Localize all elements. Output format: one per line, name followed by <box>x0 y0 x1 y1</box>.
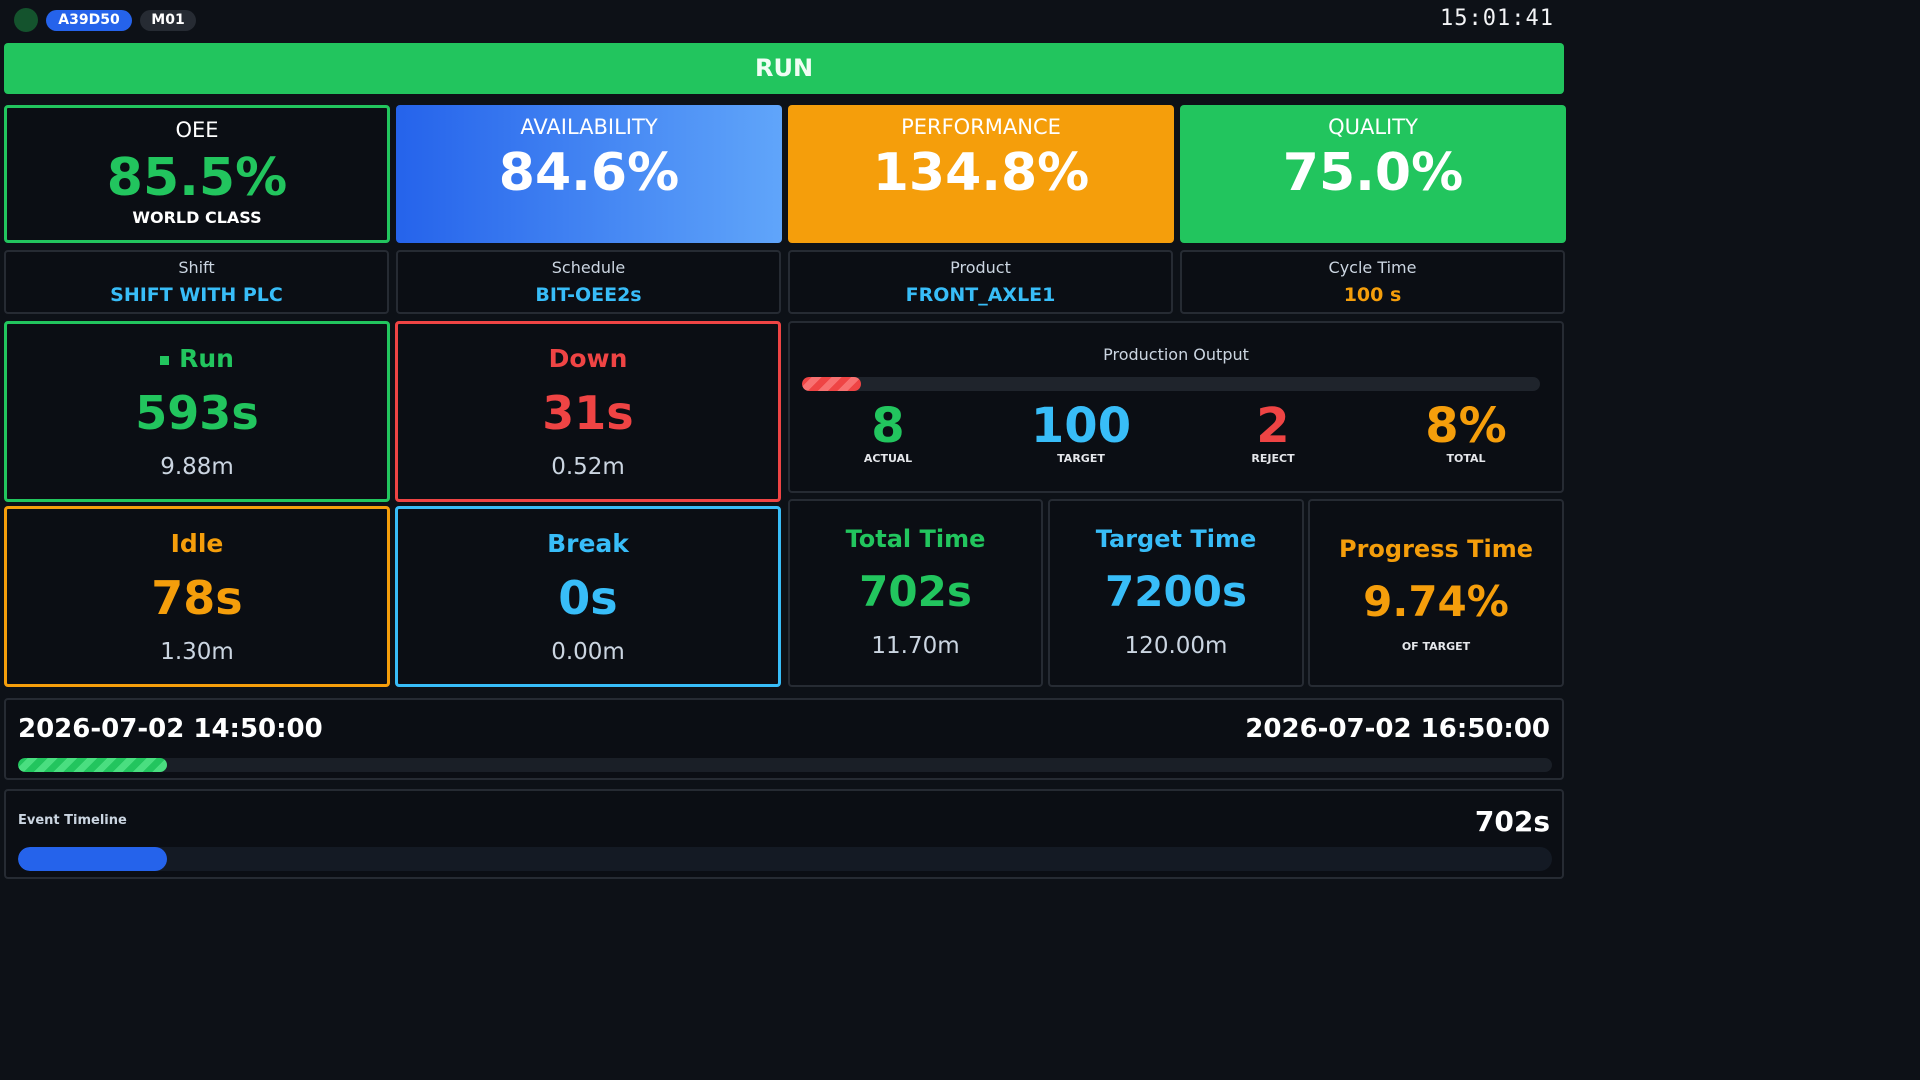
break-state-minutes: 0.00m <box>551 639 625 665</box>
shift-range-panel: 2026-07-02 14:50:00 2026-07-02 16:50:00 <box>4 698 1564 780</box>
performance-tile: PERFORMANCE 134.8% <box>788 105 1174 243</box>
total-time-seconds: 702s <box>859 567 972 616</box>
reject-stat: 2 REJECT <box>1177 398 1369 465</box>
run-state-title: Run <box>7 344 387 373</box>
shift-label: Shift <box>178 258 215 277</box>
target-time-tile: Target Time 7200s 120.00m <box>1048 499 1304 687</box>
total-time-minutes: 11.70m <box>871 633 960 659</box>
actual-caption: ACTUAL <box>863 452 913 465</box>
down-state-label: Down <box>548 344 628 373</box>
break-state-label: Break <box>547 529 629 558</box>
cycle-time-value: 100 s <box>1343 284 1402 306</box>
top-bar: A39D50 M01 15:01:41 <box>0 0 1568 40</box>
quality-tile: QUALITY 75.0% <box>1180 105 1566 243</box>
shift-value: SHIFT WITH PLC <box>110 284 283 306</box>
progress-time-caption: OF TARGET <box>1401 640 1471 653</box>
idle-state-minutes: 1.30m <box>160 639 234 665</box>
cycle-time-label: Cycle Time <box>1328 258 1417 277</box>
machine-status-banner: RUN <box>4 43 1564 94</box>
oee-tile: OEE 85.5% WORLD CLASS <box>4 105 390 243</box>
oee-rating: WORLD CLASS <box>132 208 262 227</box>
cycle-time-info: Cycle Time 100 s <box>1180 250 1565 314</box>
down-state-minutes: 0.52m <box>551 454 625 480</box>
machine-id-badge[interactable]: A39D50 <box>46 10 132 31</box>
product-value: FRONT_AXLE1 <box>905 284 1056 306</box>
quality-value: 75.0% <box>1282 143 1464 203</box>
break-state-seconds: 0s <box>558 571 618 625</box>
down-state-tile: Down 31s 0.52m <box>395 321 781 502</box>
schedule-value: BIT-OEE2s <box>535 284 642 306</box>
production-progress-bar <box>802 377 1540 391</box>
production-output-title: Production Output <box>1103 345 1249 364</box>
target-value: 100 <box>1030 398 1132 454</box>
actual-stat: 8 ACTUAL <box>792 398 984 465</box>
event-timeline-panel: Event Timeline 702s <box>4 789 1564 879</box>
clock: 15:01:41 <box>1440 6 1554 31</box>
running-indicator-icon <box>160 356 170 365</box>
reject-value: 2 <box>1256 398 1290 454</box>
total-stat: 8% TOTAL <box>1370 398 1562 465</box>
run-state-label: Run <box>179 344 234 373</box>
target-time-seconds: 7200s <box>1105 567 1247 616</box>
production-output-panel: Production Output 8 ACTUAL 100 TARGET 2 … <box>788 321 1564 493</box>
total-time-label: Total Time <box>845 525 986 553</box>
idle-state-label: Idle <box>170 529 224 558</box>
oee-label: OEE <box>175 118 219 142</box>
shift-end-time: 2026-07-02 16:50:00 <box>1245 714 1550 744</box>
down-state-seconds: 31s <box>542 386 634 440</box>
product-label: Product <box>950 258 1011 277</box>
availability-tile: AVAILABILITY 84.6% <box>396 105 782 243</box>
schedule-info: Schedule BIT-OEE2s <box>396 250 781 314</box>
target-stat: 100 TARGET <box>985 398 1177 465</box>
progress-time-label: Progress Time <box>1338 535 1533 563</box>
target-time-label: Target Time <box>1095 525 1257 553</box>
oee-value: 85.5% <box>106 148 288 208</box>
product-info: Product FRONT_AXLE1 <box>788 250 1173 314</box>
performance-label: PERFORMANCE <box>901 115 1061 139</box>
schedule-label: Schedule <box>551 258 626 277</box>
event-timeline-label: Event Timeline <box>18 813 127 828</box>
machine-code-badge[interactable]: M01 <box>140 10 196 31</box>
event-timeline-bar[interactable] <box>18 847 1552 871</box>
event-timeline-run-segment[interactable] <box>18 847 168 871</box>
shift-progress-fill <box>18 758 168 772</box>
total-value: 8% <box>1425 398 1507 454</box>
connection-status-icon <box>14 8 38 32</box>
shift-info: Shift SHIFT WITH PLC <box>4 250 389 314</box>
idle-state-seconds: 78s <box>151 571 243 625</box>
idle-state-tile: Idle 78s 1.30m <box>4 506 390 687</box>
run-state-tile: Run 593s 9.88m <box>4 321 390 502</box>
event-timeline-value: 702s <box>1474 805 1550 838</box>
shift-progress-bar <box>18 758 1552 772</box>
total-caption: TOTAL <box>1446 452 1486 465</box>
availability-label: AVAILABILITY <box>520 115 658 139</box>
production-progress-fill <box>802 377 862 391</box>
quality-label: QUALITY <box>1328 115 1418 139</box>
target-caption: TARGET <box>1057 452 1105 465</box>
run-state-seconds: 593s <box>135 386 259 440</box>
availability-value: 84.6% <box>498 143 680 203</box>
target-time-minutes: 120.00m <box>1124 633 1228 659</box>
reject-caption: REJECT <box>1251 452 1295 465</box>
break-state-tile: Break 0s 0.00m <box>395 506 781 687</box>
shift-start-time: 2026-07-02 14:50:00 <box>18 714 323 744</box>
run-state-minutes: 9.88m <box>160 454 234 480</box>
total-time-tile: Total Time 702s 11.70m <box>788 499 1043 687</box>
performance-value: 134.8% <box>872 143 1090 203</box>
actual-value: 8 <box>871 398 905 454</box>
progress-time-value: 9.74% <box>1363 577 1509 626</box>
progress-time-tile: Progress Time 9.74% OF TARGET <box>1308 499 1564 687</box>
